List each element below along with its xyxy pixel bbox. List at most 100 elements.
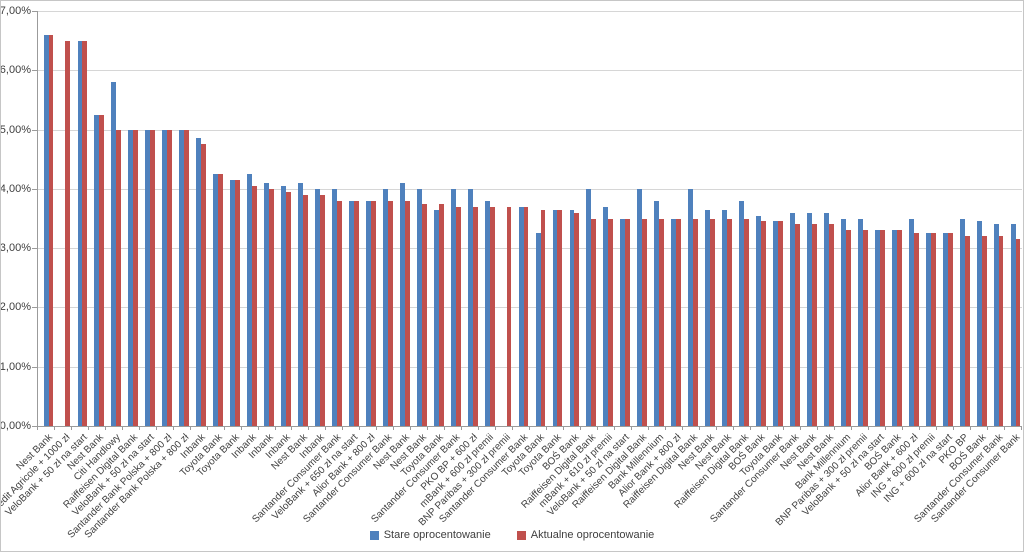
bar-stare-oprocentowanie (874, 230, 880, 426)
bar-stare-oprocentowanie (416, 188, 422, 426)
y-axis-label: 6,00% (0, 64, 31, 77)
bar-stare-oprocentowanie (552, 209, 558, 426)
bar-stare-oprocentowanie (620, 218, 626, 426)
bar-stare-oprocentowanie (213, 174, 219, 426)
bar-aktualne-oprocentowanie (761, 221, 766, 426)
y-axis-label: 5,00% (0, 123, 31, 136)
bar-stare-oprocentowanie (925, 233, 931, 426)
legend-swatch-stare-icon (369, 530, 379, 540)
bar-stare-oprocentowanie (518, 206, 524, 426)
x-axis-tick (783, 426, 785, 430)
x-axis-tick (1021, 426, 1022, 430)
x-axis-tick (342, 426, 344, 430)
x-axis-tick (562, 426, 564, 430)
x-axis-tick (121, 426, 123, 430)
x-axis-tick (308, 426, 310, 430)
x-axis-tick (393, 426, 395, 430)
bar-stare-oprocentowanie (348, 200, 354, 426)
x-axis-tick (1004, 426, 1006, 430)
bar-stare-oprocentowanie (840, 218, 846, 426)
x-axis-tick (885, 426, 887, 430)
bar-stare-oprocentowanie (315, 188, 320, 426)
bar-aktualne-oprocentowanie (608, 218, 614, 426)
bar-stare-oprocentowanie (365, 200, 371, 426)
x-axis-tick (478, 426, 480, 430)
bar-stare-oprocentowanie (773, 221, 779, 426)
bar-stare-oprocentowanie (705, 209, 711, 426)
bar-aktualne-oprocentowanie (489, 206, 495, 426)
legend-label-aktualne: Aktualne oprocentowanie (530, 529, 655, 541)
x-axis-tick (596, 426, 598, 430)
bar-aktualne-oprocentowanie (947, 233, 953, 426)
bar-aktualne-oprocentowanie (387, 200, 393, 426)
x-axis-tick (834, 426, 836, 430)
x-axis-tick (970, 426, 972, 430)
gridline (38, 11, 1022, 12)
bar-stare-oprocentowanie (111, 82, 117, 426)
bar-stare-oprocentowanie (671, 218, 677, 426)
y-axis-tick (32, 70, 37, 72)
bar-stare-oprocentowanie (484, 200, 490, 426)
y-axis-tick (32, 426, 37, 427)
bar-aktualne-oprocentowanie (1015, 239, 1021, 426)
bar-aktualne-oprocentowanie (218, 174, 224, 426)
x-axis-tick (172, 426, 174, 430)
bar-aktualne-oprocentowanie (896, 230, 902, 426)
bar-aktualne-oprocentowanie (727, 218, 733, 426)
bar-stare-oprocentowanie (569, 209, 575, 426)
gridline (38, 307, 1022, 309)
bar-aktualne-oprocentowanie (778, 221, 783, 426)
x-axis-tick (732, 426, 734, 430)
y-axis-tick (32, 188, 37, 190)
x-axis-tick (87, 426, 89, 430)
x-axis-tick (410, 426, 412, 430)
bar-aktualne-oprocentowanie (65, 40, 71, 426)
y-axis-tick (32, 129, 37, 131)
bar-aktualne-oprocentowanie (99, 114, 105, 426)
bar-aktualne-oprocentowanie (744, 218, 749, 426)
x-axis-tick (715, 426, 717, 430)
bar-aktualne-oprocentowanie (625, 218, 631, 426)
bar-stare-oprocentowanie (43, 34, 49, 426)
x-axis-tick (257, 426, 259, 430)
bar-aktualne-oprocentowanie (659, 218, 665, 426)
bar-aktualne-oprocentowanie (964, 236, 970, 426)
legend: Stare oprocentowanie Aktualne oprocentow… (1, 529, 1023, 541)
x-axis-tick (613, 426, 615, 430)
x-axis-tick (325, 426, 327, 430)
bar-stare-oprocentowanie (281, 185, 287, 426)
x-axis-tick (817, 426, 819, 430)
bar-aktualne-oprocentowanie (201, 144, 207, 426)
bar-stare-oprocentowanie (942, 233, 948, 426)
bar-stare-oprocentowanie (298, 182, 303, 426)
y-axis-label: 0,00% (0, 420, 31, 432)
bar-stare-oprocentowanie (756, 215, 762, 426)
x-axis-tick (953, 426, 955, 430)
bar-stare-oprocentowanie (264, 182, 270, 426)
bar-aktualne-oprocentowanie (167, 129, 173, 426)
bar-aktualne-oprocentowanie (591, 218, 597, 426)
x-axis-tick (698, 426, 700, 430)
bar-stare-oprocentowanie (382, 188, 388, 426)
bar-aktualne-oprocentowanie (319, 194, 325, 426)
x-axis-tick (630, 426, 632, 430)
bar-stare-oprocentowanie (824, 212, 829, 426)
bar-aktualne-oprocentowanie (353, 200, 359, 426)
y-axis-label: 4,00% (0, 182, 31, 195)
bar-aktualne-oprocentowanie (930, 233, 936, 426)
bar-stare-oprocentowanie (179, 129, 185, 426)
bar-stare-oprocentowanie (467, 188, 473, 426)
bar-aktualne-oprocentowanie (523, 206, 529, 426)
y-axis-tick (32, 248, 37, 250)
bar-aktualne-oprocentowanie (862, 230, 868, 426)
bar-aktualne-oprocentowanie (828, 224, 834, 426)
bar-aktualne-oprocentowanie (998, 236, 1004, 426)
bar-stare-oprocentowanie (230, 179, 236, 426)
bar-stare-oprocentowanie (450, 188, 456, 426)
x-axis-tick (936, 426, 938, 430)
x-axis-tick (444, 426, 446, 430)
x-axis-tick (529, 426, 530, 430)
bar-stare-oprocentowanie (688, 188, 694, 426)
bar-stare-oprocentowanie (162, 129, 168, 426)
bar-aktualne-oprocentowanie (455, 206, 461, 426)
